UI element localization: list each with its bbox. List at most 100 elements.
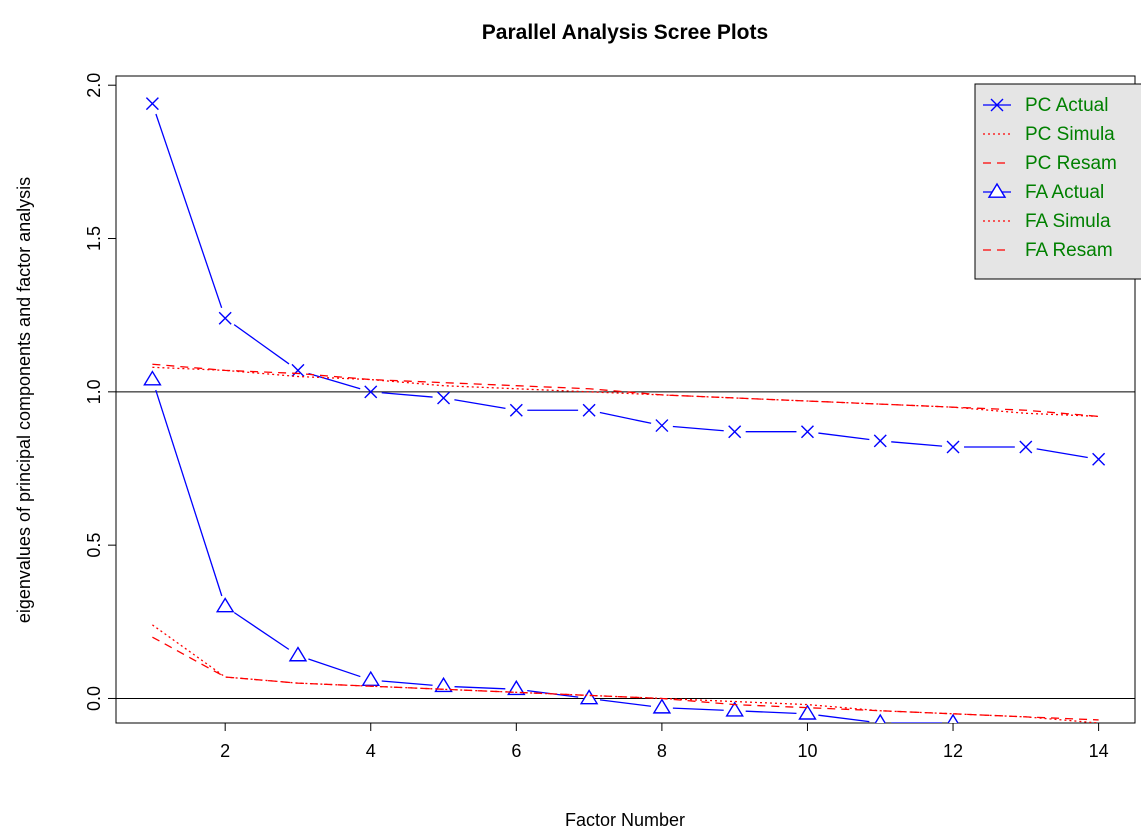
- series-pc-actual-data-segment: [1036, 448, 1088, 459]
- series-pc-actual-data-segment: [155, 113, 223, 309]
- legend: PC Actual PC Simula PC Resam FA Actual FA Si…: [974, 83, 1141, 280]
- x-marker: [655, 419, 669, 433]
- x-marker: [873, 434, 887, 448]
- x-marker: [728, 425, 742, 439]
- x-tick-label: 4: [366, 741, 376, 761]
- series-fa-actual-data-point: [725, 701, 744, 717]
- series-pc-actual-data-segment: [381, 392, 433, 398]
- series-fa-actual-data-point: [288, 646, 308, 662]
- x-marker: [291, 363, 305, 377]
- x-axis-label: Factor Number: [565, 810, 685, 830]
- triangle-marker: [215, 597, 235, 613]
- series-fa-actual-data-point: [874, 713, 886, 723]
- triangle-marker: [652, 698, 672, 714]
- series-fa-actual-data-segment: [381, 680, 433, 686]
- triangle-marker: [874, 713, 886, 723]
- series-fa-actual-data-point: [507, 679, 526, 696]
- y-axis-label: eigenvalues of principal components and …: [14, 177, 34, 623]
- series-pc-actual-data-point: [364, 385, 378, 399]
- series-fa-actual-data-segment: [818, 714, 870, 723]
- series-fa-actual-data-point: [947, 713, 959, 723]
- legend-label: PC Resam: [1025, 153, 1117, 174]
- legend-label: FA Resam: [1025, 240, 1113, 261]
- series-fa-actual-data-point: [798, 704, 817, 720]
- series-fa-resampled-data-line: [152, 636, 1099, 721]
- series-pc-resampled-data-line: [152, 363, 1099, 418]
- legend-swatch-marker: [990, 98, 1004, 112]
- series-pc-actual-data-point: [509, 403, 523, 417]
- x-marker: [946, 440, 960, 454]
- plot-frame: [115, 75, 1136, 724]
- triangle-marker: [987, 182, 1007, 198]
- series-fa-actual-data-segment: [599, 699, 652, 707]
- x-marker: [509, 403, 523, 417]
- x-tick-label: 12: [943, 741, 963, 761]
- x-tick-label: 10: [797, 741, 817, 761]
- y-tick-label: 2.0: [84, 73, 104, 98]
- x-tick-label: 6: [511, 741, 521, 761]
- series-fa-actual-data-segment: [308, 658, 361, 678]
- series-pc-actual-data-segment: [233, 324, 290, 365]
- series-pc-actual-data-point: [582, 403, 596, 417]
- x-marker: [582, 403, 596, 417]
- triangle-marker: [434, 676, 453, 693]
- x-marker: [437, 391, 451, 405]
- x-tick-label: 2: [220, 741, 230, 761]
- series-fa-actual-data-point: [215, 597, 235, 613]
- x-marker: [364, 385, 378, 399]
- series-fa-actual-data-point: [652, 698, 672, 714]
- series-fa-actual-data-point: [143, 370, 162, 386]
- x-marker: [1092, 452, 1106, 466]
- y-tick-label: 1.0: [84, 379, 104, 404]
- series-pc-actual-data-segment: [599, 411, 652, 424]
- series-pc-actual-data-point: [145, 97, 159, 111]
- legend-box: [974, 83, 1141, 280]
- triangle-marker: [798, 704, 817, 720]
- plot-area: 2 4 6 8 10 12 14 0.0 0.5 1.0 1.5 2.0: [84, 73, 1136, 761]
- x-marker: [218, 311, 232, 325]
- x-tick-label: 14: [1089, 741, 1109, 761]
- series-pc-actual-data-point: [1092, 452, 1106, 466]
- legend-label: PC Actual: [1025, 95, 1108, 116]
- series-pc-actual-data-segment: [672, 425, 724, 432]
- x-marker: [145, 97, 159, 111]
- legend-label: FA Simula: [1025, 211, 1111, 232]
- triangle-marker: [947, 713, 959, 723]
- y-tick-label: 1.5: [84, 226, 104, 251]
- triangle-marker: [361, 670, 380, 686]
- legend-label: PC Simula: [1025, 124, 1115, 145]
- legend-label: FA Actual: [1025, 182, 1104, 203]
- series-pc-actual-data-segment: [454, 399, 506, 410]
- y-tick-label: 0.5: [84, 533, 104, 558]
- series-fa-actual-data-segment: [233, 612, 290, 650]
- triangle-marker: [143, 370, 162, 386]
- series-pc-actual-data-point: [655, 419, 669, 433]
- series-pc-actual-data-point: [728, 425, 742, 439]
- triangle-marker: [725, 701, 744, 717]
- x-marker: [1019, 440, 1033, 454]
- chart-title: Parallel Analysis Scree Plots: [482, 21, 768, 44]
- series-fa-actual-data-point: [579, 689, 599, 705]
- legend-swatch-marker: [987, 182, 1007, 198]
- series-pc-actual-data-point: [873, 434, 887, 448]
- series-fa-actual-data-segment: [672, 707, 724, 711]
- series-pc-actual-data-point: [1019, 440, 1033, 454]
- series-fa-simulated-data-line: [152, 624, 1099, 723]
- series-fa-actual-data-point: [361, 670, 380, 686]
- series-pc-actual-data-segment: [308, 372, 361, 390]
- series-fa-actual-data-segment: [745, 710, 797, 714]
- series-pc-actual-data-segment: [891, 441, 943, 447]
- series-pc-actual-data-segment: [818, 432, 870, 441]
- x-marker: [800, 425, 814, 439]
- series-fa-actual-data-segment: [155, 389, 223, 597]
- x-marker: [990, 98, 1004, 112]
- x-tick-label: 8: [657, 741, 667, 761]
- series-pc-actual-data-point: [437, 391, 451, 405]
- series-fa-actual-data-point: [434, 676, 453, 693]
- series-pc-actual-data-point: [218, 311, 232, 325]
- series-pc-actual-data-point: [946, 440, 960, 454]
- y-tick-label: 0.0: [84, 686, 104, 711]
- series-pc-actual-data-point: [800, 425, 814, 439]
- triangle-marker: [579, 689, 599, 705]
